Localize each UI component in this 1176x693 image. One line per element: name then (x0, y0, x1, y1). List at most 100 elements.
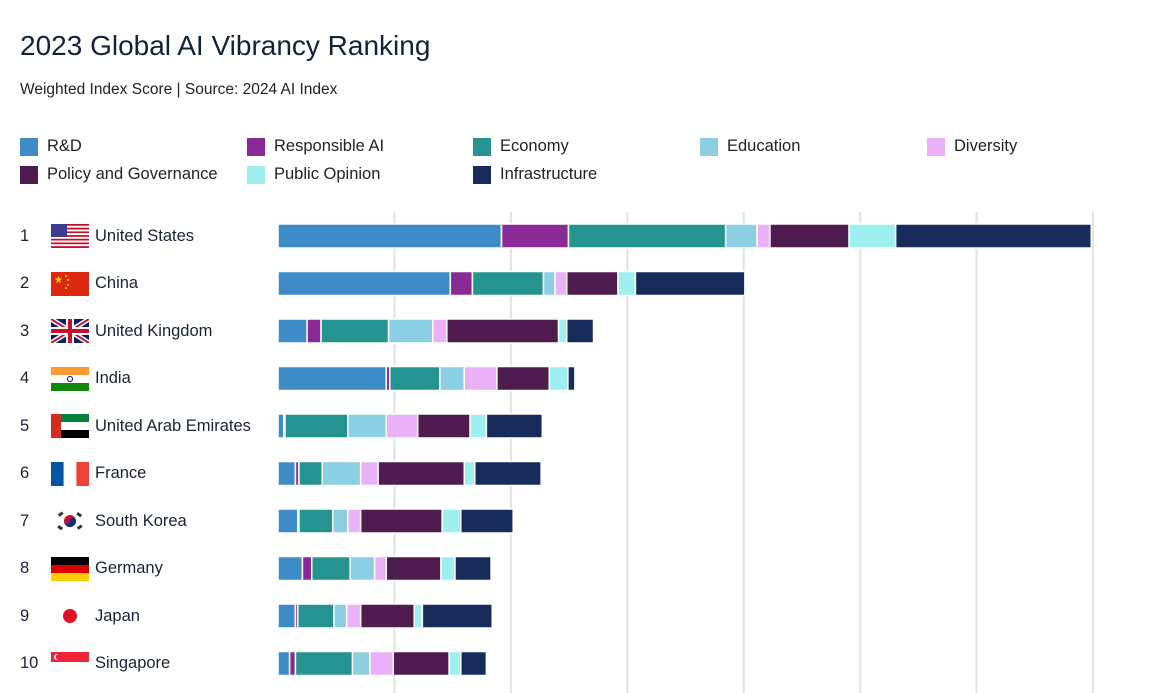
bar-segment (471, 270, 545, 297)
country-row: 3 United Kingdom (0, 316, 278, 346)
bar-segment (277, 365, 388, 392)
rank-label: 8 (20, 559, 30, 577)
legend-item: Infrastructure (473, 165, 597, 184)
legend-swatch (927, 137, 945, 156)
legend-swatch (700, 137, 718, 156)
rank-label: 3 (20, 321, 30, 340)
country-row: 1 United States (0, 221, 278, 251)
bar-china (277, 270, 746, 297)
bar-segment (345, 603, 362, 629)
bar-segment (377, 460, 466, 487)
country-label: United States (95, 226, 195, 245)
bar-segment (392, 650, 450, 677)
bar-singapore (277, 650, 488, 677)
bar-segment (439, 365, 466, 392)
bar-segment (297, 603, 335, 629)
bar-segment (894, 223, 1093, 249)
bar-segment (333, 603, 348, 629)
bar-segment (848, 223, 897, 249)
china-flag-icon: ★ (51, 271, 89, 301)
bar-segment (277, 508, 299, 534)
bar-segment (311, 555, 351, 582)
bar-segment (373, 555, 388, 582)
bar-segment (565, 318, 595, 344)
bar-segment (446, 318, 560, 344)
bar-segment (460, 508, 514, 534)
bar-segment (542, 270, 556, 297)
bar-segment (284, 413, 349, 439)
bar-segment (277, 223, 503, 249)
bar-segment (277, 555, 304, 582)
bar-segment (441, 508, 462, 534)
uae-flag-icon (51, 414, 89, 443)
bar-segment (617, 270, 637, 297)
legend-item: Responsible AI (247, 137, 384, 156)
france-flag-icon (51, 461, 89, 491)
legend-item: Economy (473, 137, 569, 156)
country-label: China (95, 274, 139, 292)
country-row: 10 Singapore (0, 649, 278, 679)
rank-label: 7 (20, 511, 30, 530)
bar-segment (306, 318, 322, 344)
uk-flag-icon (49, 316, 91, 348)
bar-segment (321, 460, 362, 487)
bar-segment (454, 555, 492, 582)
legend-item: R&D (20, 137, 82, 156)
bar-segment (557, 318, 568, 344)
bar-south-korea (277, 508, 514, 534)
bar-segment (385, 555, 442, 582)
bar-segment (331, 508, 349, 534)
bar-segment (634, 270, 746, 297)
legend-label: Responsible AI (274, 137, 385, 155)
rank-label: 2 (20, 274, 30, 292)
country-row: 4 India (0, 364, 278, 394)
country-label: Germany (95, 559, 163, 577)
bar-segment (413, 603, 424, 629)
bar-segment (567, 223, 727, 249)
legend-swatch (473, 165, 491, 184)
bar-france (277, 460, 542, 487)
bar-india (277, 365, 576, 392)
bar-segment (351, 650, 371, 677)
bar-segment (277, 603, 297, 629)
us-flag-icon (51, 224, 89, 253)
japan-flag-icon (51, 604, 89, 633)
bar-segment (416, 413, 471, 439)
bar-segment (301, 555, 313, 582)
bar-segment (500, 223, 570, 249)
bar-segment (756, 223, 771, 249)
legend-label: R&D (47, 137, 82, 155)
country-row: 6 France (0, 459, 278, 489)
bar-segment (387, 318, 434, 344)
country-label: Singapore (95, 654, 171, 672)
chart-title: 2023 Global AI Vibrancy Ranking (20, 30, 431, 61)
bar-segment (440, 555, 456, 582)
bar-segment (432, 318, 448, 344)
country-label: Japan (95, 606, 140, 625)
legend-label: Public Opinion (274, 165, 381, 183)
bar-segment (288, 650, 297, 677)
rank-label: 1 (20, 226, 30, 245)
legend-item: Diversity (927, 137, 1017, 156)
bar-segment (548, 365, 569, 392)
legend-label: Economy (500, 137, 569, 155)
bar-segment (277, 318, 308, 344)
bar-segment (485, 413, 544, 439)
rank-label: 6 (20, 464, 30, 482)
legend-swatch (20, 165, 38, 184)
bar-segment (294, 650, 354, 677)
legend-item: Education (700, 137, 800, 156)
bar-segment (554, 270, 568, 297)
bar-segment (298, 508, 334, 534)
legend-swatch (247, 165, 265, 184)
country-row: 8 Germany (0, 554, 278, 584)
country-label: United Arab Emirates (95, 416, 251, 435)
legend-label: Diversity (954, 137, 1018, 155)
country-row: 5 United Arab Emirates (0, 411, 278, 441)
singapore-flag-icon (51, 651, 89, 681)
bar-united-states (277, 223, 1093, 249)
legend-item: Public Opinion (247, 165, 380, 184)
legend-label: Infrastructure (500, 165, 598, 183)
